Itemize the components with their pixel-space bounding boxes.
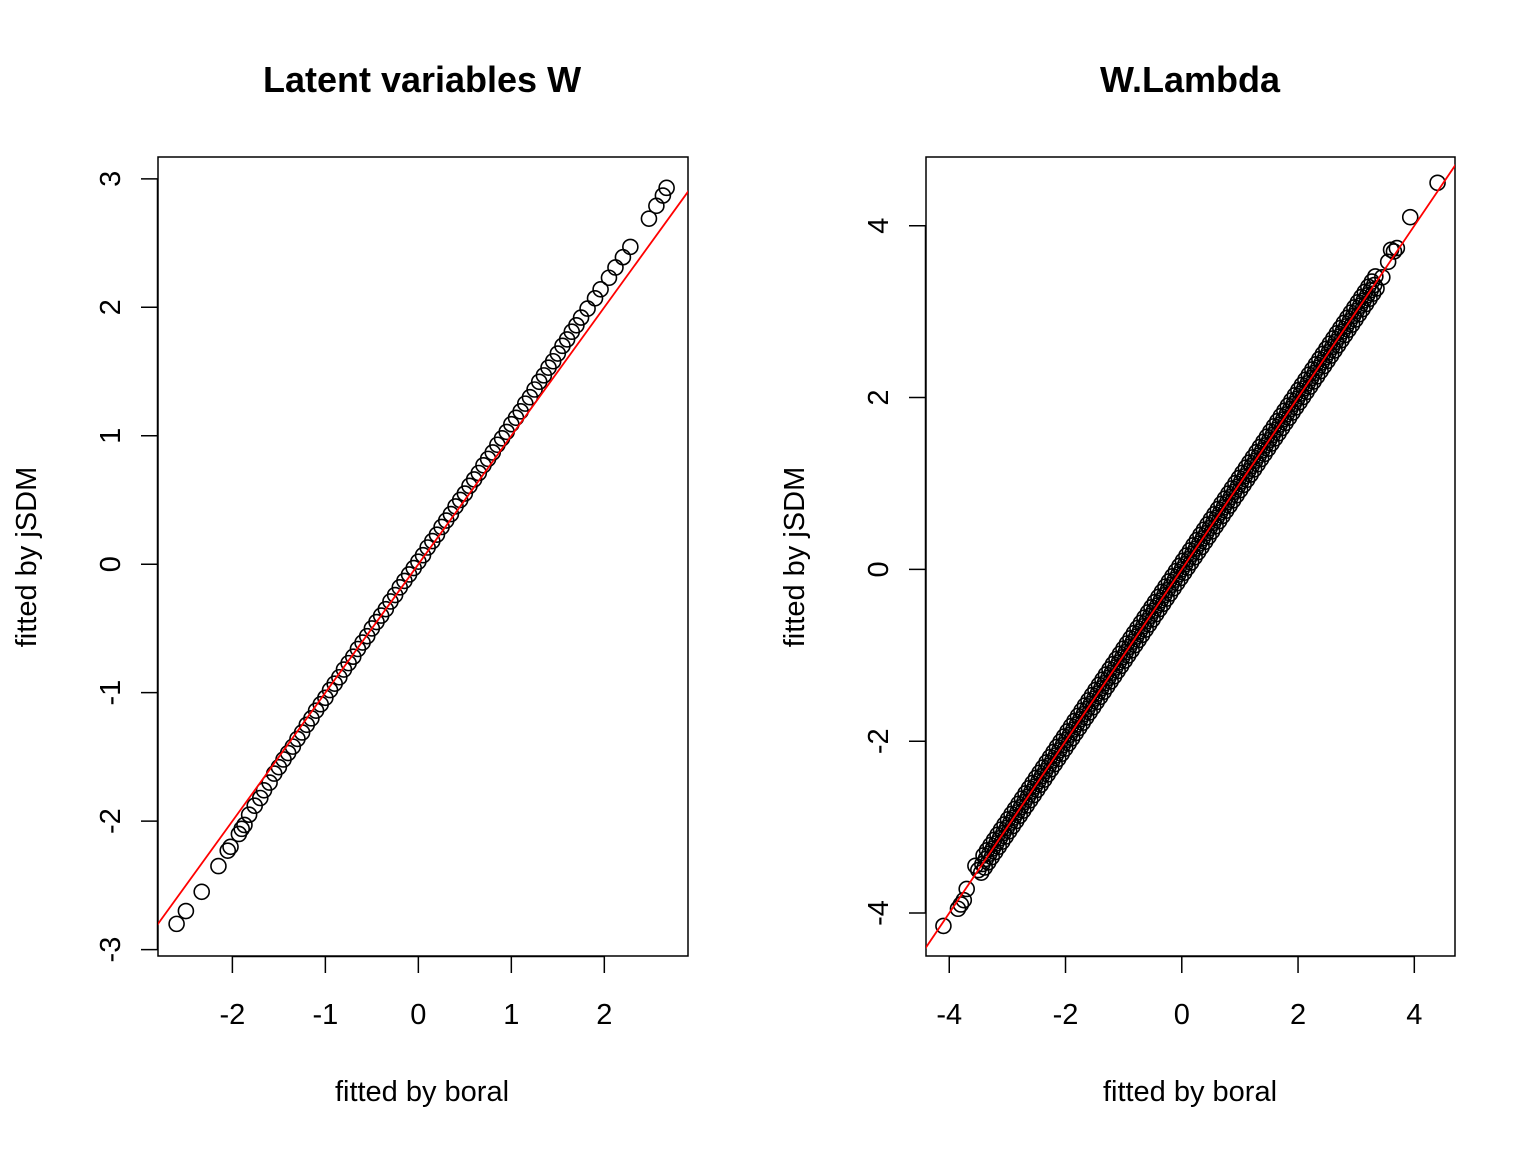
y-tick-label: -4 [863,900,895,926]
data-point [1379,253,1397,271]
y-tick-label: 0 [95,556,127,572]
chart-title: W.Lambda [1100,59,1281,100]
data-point [970,861,987,879]
x-tick-label: -1 [312,999,338,1031]
x-tick-label: 1 [503,999,519,1031]
plot-area [157,156,689,957]
data-point [640,210,658,227]
data-point [654,187,672,204]
y-tick-label: 3 [95,171,127,187]
data-point [168,915,185,933]
reference-line [926,163,1455,950]
left-panel-scatter: Latent variables W fitted by boral fitte… [11,59,689,1108]
data-point [240,806,258,823]
data-point [1385,243,1403,260]
data-point [251,789,269,807]
data-point [233,820,250,838]
x-tick-label: 2 [596,999,612,1031]
data-point [614,248,632,266]
y-tick-label: -2 [863,728,895,754]
chart-title: Latent variables W [263,59,581,100]
y-tick-label: 2 [95,299,127,315]
data-point [622,238,639,256]
data-point [586,290,604,307]
data-point [1401,208,1419,226]
data-point [592,281,609,298]
plot-frame [925,156,1456,957]
x-tick-label: -2 [219,999,245,1031]
x-tick-label: -2 [1053,999,1079,1031]
y-tick-label: 2 [863,389,895,405]
data-point [1374,268,1391,286]
data-point [261,774,278,791]
x-tick-label: 0 [1174,999,1190,1031]
data-point [222,838,239,856]
data-point [219,842,237,859]
y-tick-label: 1 [95,428,127,444]
axis-ticks: -2 -1 0 1 2 -3 -2 -1 0 1 2 3 [95,171,612,1031]
data-point [572,309,590,326]
y-tick-label: -3 [95,937,127,963]
x-tick-label: 0 [410,999,426,1031]
y-tick-label: 4 [863,218,895,234]
plot-area [925,156,1456,957]
plot-frame [157,156,689,957]
data-point [1388,239,1406,257]
data-point [236,816,253,834]
x-tick-label: 4 [1406,999,1422,1031]
data-point [210,857,227,875]
data-point [177,902,195,920]
y-tick-label: 0 [863,561,895,577]
data-point [658,179,675,197]
data-point [935,917,952,935]
x-axis-label: fitted by boral [335,1076,509,1108]
x-tick-label: 2 [1290,999,1306,1031]
reference-line [158,190,688,926]
y-axis-label: fitted by jSDM [779,467,811,648]
y-tick-label: -2 [95,808,127,834]
y-axis-label: fitted by jSDM [11,467,43,648]
right-panel-scatter: W.Lambda fitted by boral fitted by jSDM … [779,59,1456,1108]
y-tick-label: -1 [95,680,127,706]
x-tick-label: -4 [936,999,962,1031]
data-point [958,880,975,898]
x-axis-label: fitted by boral [1103,1076,1277,1108]
data-point [193,883,211,901]
